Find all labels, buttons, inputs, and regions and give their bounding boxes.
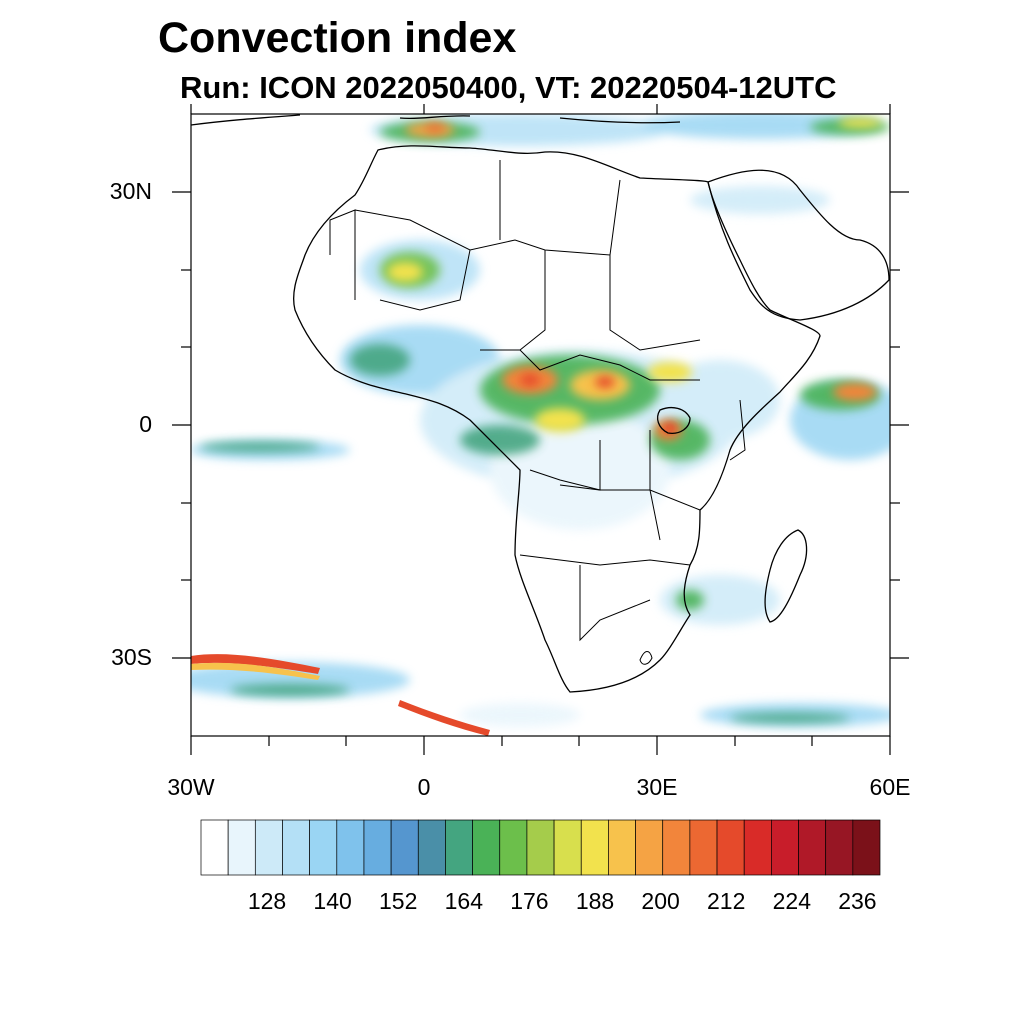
madagascar-coastline: [764, 529, 808, 623]
europe-coastline: [191, 114, 681, 126]
colorbar-swatch: [472, 819, 501, 876]
colorbar-swatch: [254, 819, 283, 876]
colorbar-swatch: [635, 819, 664, 876]
africa-coastline: [293, 145, 821, 693]
lon-label-30w: 30W: [167, 774, 215, 800]
colorbar-swatch: [743, 819, 772, 876]
colorbar-swatch: [526, 819, 555, 876]
colorbar-tick-label: 176: [510, 888, 549, 914]
colorbar: [200, 819, 881, 876]
lon-label-30e: 30E: [636, 774, 678, 800]
axis-ticks: [172, 104, 909, 755]
colorbar-swatch: [282, 819, 310, 876]
colorbar-tick-label: 164: [444, 888, 483, 914]
colorbar-swatch: [363, 819, 392, 876]
colorbar-tick-label: 236: [838, 888, 877, 914]
colorbar-swatch: [662, 819, 691, 876]
convection-field: [191, 114, 890, 736]
colorbar-tick-label: 152: [379, 888, 418, 914]
lat-label-0: 0: [139, 411, 152, 437]
chart-title: Convection index: [158, 14, 517, 62]
lon-label-0: 0: [417, 774, 431, 800]
colorbar-swatch: [336, 819, 365, 876]
colorbar-swatch: [798, 819, 827, 876]
country-borders: [329, 160, 746, 665]
colorbar-swatch: [608, 819, 636, 876]
colorbar-swatch: [309, 819, 338, 876]
colorbar-swatch: [852, 819, 881, 876]
colorbar-tick-label: 212: [707, 888, 746, 914]
arabia-coastline: [707, 169, 890, 321]
colorbar-swatch: [200, 819, 229, 876]
colorbar-tick-label: 128: [247, 888, 287, 914]
lake-victoria: [657, 407, 691, 434]
colorbar-tick-label: 224: [772, 888, 811, 914]
lat-label-30s: 30S: [111, 644, 152, 670]
colorbar-swatch: [553, 819, 582, 876]
colorbar-swatch: [445, 819, 473, 876]
run-info: Run: ICON 2022050400, VT: 20220504-12UTC: [180, 70, 837, 105]
lat-label-30n: 30N: [109, 178, 152, 204]
colorbar-tick-label: 188: [575, 888, 615, 914]
colorbar-swatch: [227, 819, 256, 876]
colorbar-swatch: [580, 819, 609, 876]
colorbar-swatch: [390, 819, 419, 876]
colorbar-swatch: [716, 819, 745, 876]
lon-label-60e: 60E: [869, 774, 911, 800]
colorbar-tick-label: 140: [313, 888, 352, 914]
colorbar-swatch: [499, 819, 528, 876]
coastlines: [191, 114, 890, 693]
colorbar-swatch: [825, 819, 854, 876]
colorbar-swatch: [689, 819, 718, 876]
colorbar-swatch: [771, 819, 799, 876]
colorbar-swatch: [417, 819, 446, 876]
colorbar-tick-label: 200: [641, 888, 680, 914]
